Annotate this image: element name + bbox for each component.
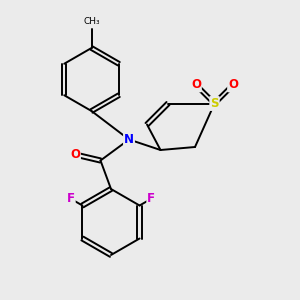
Text: O: O <box>228 78 238 92</box>
Text: O: O <box>70 148 80 161</box>
Text: N: N <box>124 133 134 146</box>
Text: S: S <box>210 97 219 110</box>
Text: F: F <box>67 192 75 205</box>
Text: CH₃: CH₃ <box>83 17 100 26</box>
Text: F: F <box>147 192 155 205</box>
Text: O: O <box>191 78 201 92</box>
